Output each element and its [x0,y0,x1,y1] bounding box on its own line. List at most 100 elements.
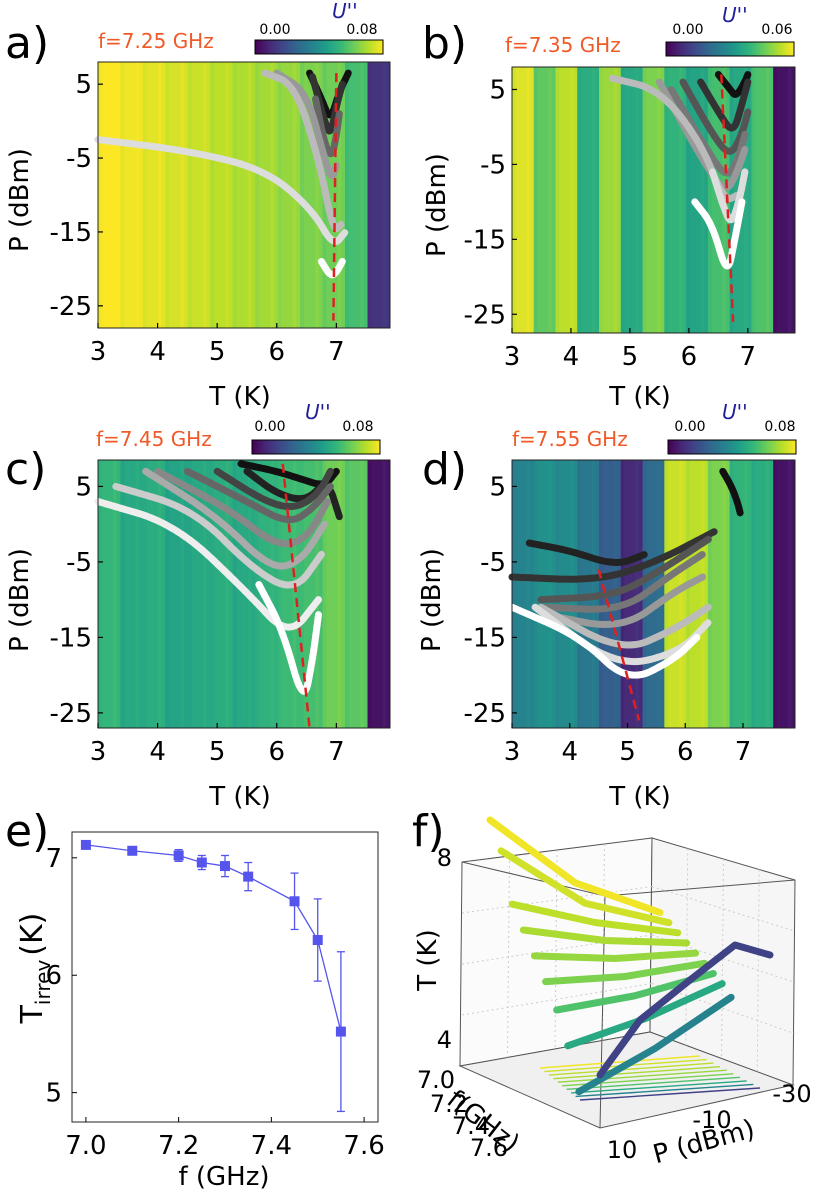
panel-label-b: b) [422,18,467,69]
y-tick-label: -5 [66,144,92,174]
x-tick-label: 3 [90,337,107,367]
heatmap-stripe [671,67,676,333]
x-tick-label: 3 [504,737,521,767]
x-tick-label: 7.4 [452,1112,490,1140]
heatmap-stripe [225,62,230,328]
heatmap-stripe [322,460,327,728]
plot-frame [511,459,796,729]
heatmap-stripe [526,460,531,728]
heatmap-stripe [157,460,162,728]
heatmap-stripe [577,460,581,728]
x-tick-label: 6 [681,342,698,372]
heatmap-stripe [512,67,516,333]
heatmap-stripe [315,62,319,328]
x-tick-label: 5 [619,737,636,767]
heatmap-stripe [649,67,654,333]
heatmap-stripe [277,62,282,328]
y-tick-label: 5 [75,472,92,502]
panel-b: b) f=7.35 GHz 0.00 0.06 U'' 3 4 5 6 7 5 -5 -15 -… [422,3,796,412]
heatmap-stripe [367,460,372,728]
heatmap-stripe [758,67,763,333]
data-curve [537,535,712,604]
y-tick-label: -15 [50,218,92,248]
ylabel-e: Tirrev (K) [15,913,55,1025]
grid-line [721,858,724,1059]
heatmap-stripe [555,460,560,728]
heatmap-stripe [700,460,705,728]
heatmap-stripe [780,67,785,333]
y-tick-label: -30 [772,1080,811,1108]
heatmap-stripe [606,67,610,333]
ylabel-e-unit: (K) [15,913,50,956]
colorbar-max-d: 0.08 [764,419,795,435]
colorbar-title-b: U'' [722,3,748,27]
y-tick-label: -25 [464,699,506,729]
panel-label-c: c) [5,444,46,495]
heatmap-stripe [232,460,237,728]
heatmap-stripe [180,460,185,728]
series-projection [557,1069,727,1083]
heatmap-stripe [620,67,625,333]
z-tick-label: 4 [437,1026,452,1054]
series-curve-3d [497,847,673,927]
colorbar-max-c: 0.08 [342,419,373,435]
heatmap-stripe [165,62,170,328]
heatmap-stripe [773,67,777,333]
colorbar-title-d: U'' [722,400,748,424]
heatmap-stripe [232,62,237,328]
series-projection [539,1055,701,1069]
colorbar-b: 0.00 0.06 U'' [665,3,795,57]
data-curve [213,467,334,511]
heatmap-stripe [345,460,349,728]
heatmap-stripe [150,460,155,728]
heatmap-stripe [686,67,690,333]
data-curve [317,258,346,279]
heatmap-stripe [715,67,719,333]
heatmap-stripe [270,62,274,328]
x-tick-label: 7 [328,337,345,367]
data-point [80,839,91,850]
heatmap-stripe [247,62,252,328]
x-tick-label: 4 [149,737,166,767]
heatmap-stripe [707,460,712,728]
heatmap-stripe [315,460,319,728]
line-plot-e: 7.0 7.2 7.4 7.6 5 6 7 [45,831,385,1161]
y-tick-label: -15 [464,225,506,255]
colorbar-gradient-c [251,439,381,455]
grid-line [554,849,558,1050]
heatmap-stripe [628,67,632,333]
heatmap-stripe [787,67,792,333]
heatmap-stripe [519,460,523,728]
y-tick-label: -25 [50,699,92,729]
heatmap-stripe [787,460,792,728]
data-curve [697,78,752,132]
heatmap-stripe [292,460,297,728]
heatmap-stripe [135,62,140,328]
heatmap-stripe [255,62,259,328]
data-point [312,935,323,946]
colorbar-title-c: U'' [305,400,331,424]
heatmap-stripe [187,62,192,328]
heatmap-stripe [367,62,372,328]
heatmap-stripe [217,62,222,328]
heatmap-stripe [172,460,177,728]
heatmap-plot-a: 3 4 5 6 7 5 -5 -15 -25 [50,61,391,367]
data-point [220,861,230,872]
heatmap-stripe [360,460,364,728]
heatmap-stripe [649,460,654,728]
heatmap-stripe [195,460,200,728]
heatmap-stripe [255,460,259,728]
heatmap-stripe [300,62,304,328]
colorbar-c: 0.00 0.08 U'' [251,400,381,455]
x-tick-label: 3 [90,737,107,767]
heatmap-stripe [780,460,785,728]
heatmap-stripe [758,460,763,728]
data-curve [543,550,707,613]
heatmap-plot-d: 3 4 5 6 7 5 -5 -15 -25 [464,459,796,767]
heatmap-stripe [548,460,552,728]
z-tick-label: 8 [437,844,452,872]
heatmap-stripe [98,62,102,328]
grid-line [507,855,510,1058]
data-point [289,896,300,907]
heatmap-stripe [657,460,661,728]
